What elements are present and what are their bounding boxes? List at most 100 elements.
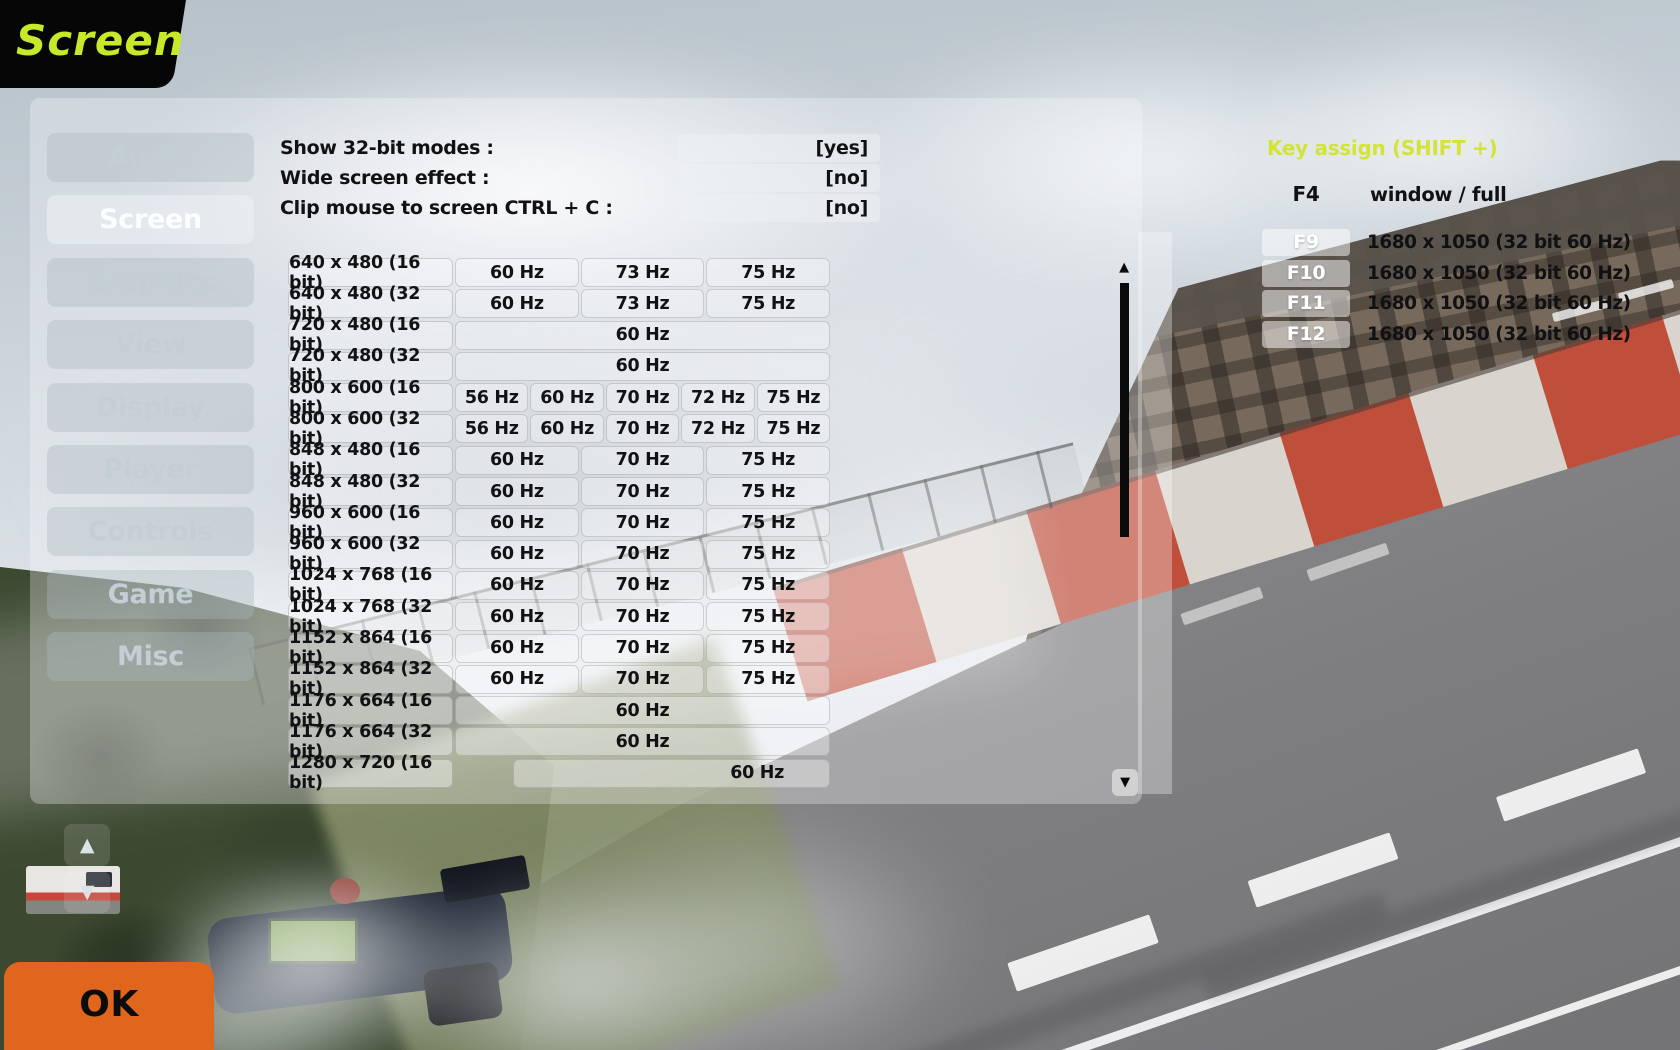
scroll-up-icon[interactable]: ▲: [1119, 259, 1129, 275]
sidebar-item-misc[interactable]: Misc: [47, 632, 254, 682]
setting-value-clip-mouse[interactable]: [no]: [677, 194, 880, 222]
refresh-rate-option[interactable]: 60 Hz: [455, 258, 579, 287]
refresh-rate-option[interactable]: 75 Hz: [706, 289, 831, 319]
resolution-label[interactable]: 1176 x 664 (16 bit): [288, 691, 453, 731]
fkey-resolution: 1680 x 1050 (32 bit 60 Hz): [1367, 323, 1631, 345]
ok-button[interactable]: OK: [4, 962, 214, 1050]
page-down-icon[interactable]: ▼: [64, 871, 110, 913]
refresh-rate-option[interactable]: 60 Hz: [455, 351, 830, 381]
key-binding-row-f12: F12 1680 x 1050 (32 bit 60 Hz): [1262, 320, 1642, 348]
sidebar-item-controls[interactable]: Controls: [47, 507, 254, 557]
refresh-rate-option[interactable]: 60 Hz: [455, 664, 579, 694]
resolution-row: 720 x 480 (16 bit) 60 Hz: [288, 315, 830, 355]
page-up-icon[interactable]: ▲: [64, 824, 110, 866]
refresh-rate-option[interactable]: 73 Hz: [580, 258, 705, 287]
sidebar-item-audio[interactable]: Audio: [47, 133, 254, 182]
refresh-rate-option[interactable]: 60 Hz: [455, 633, 579, 663]
fkey-resolution: 1680 x 1050 (32 bit 60 Hz): [1367, 232, 1631, 253]
refresh-rate-option[interactable]: 60 Hz: [455, 289, 579, 319]
resolution-label[interactable]: 800 x 600 (16 bit): [288, 378, 453, 418]
setting-label: Wide screen effect :: [280, 167, 490, 189]
scrollbar-thumb[interactable]: [1120, 283, 1129, 537]
fkey-button-f9[interactable]: F9: [1262, 229, 1350, 256]
resolution-label[interactable]: 800 x 600 (32 bit): [288, 409, 453, 449]
sidebar-item-view[interactable]: View: [47, 320, 254, 370]
refresh-rate-option[interactable]: 75 Hz: [756, 383, 831, 413]
refresh-rate-option[interactable]: 75 Hz: [706, 633, 831, 663]
refresh-rates: 60 Hz 70 Hz 75 Hz: [455, 508, 831, 538]
resolution-row: 800 x 600 (32 bit) 56 Hz 60 Hz 70 Hz 72 Hz 75…: [288, 409, 831, 449]
setting-value-wide-screen[interactable]: [no]: [677, 164, 880, 192]
refresh-rate-option[interactable]: 70 Hz: [580, 539, 705, 569]
sidebar-item-graphics[interactable]: Graphics: [47, 257, 254, 307]
refresh-rate-option[interactable]: 56 Hz: [455, 383, 529, 413]
resolution-row: 848 x 480 (32 bit) 60 Hz 70 Hz 75 Hz: [288, 472, 831, 512]
refresh-rate-option[interactable]: 70 Hz: [580, 477, 705, 507]
resolution-label[interactable]: 848 x 480 (32 bit): [288, 472, 453, 512]
refresh-rate-option[interactable]: 70 Hz: [580, 445, 705, 475]
refresh-rate-option[interactable]: 60 Hz: [455, 602, 579, 632]
resolution-label[interactable]: 960 x 600 (16 bit): [288, 503, 453, 543]
refresh-rate-option[interactable]: 75 Hz: [706, 664, 831, 694]
resolution-label[interactable]: 640 x 480 (32 bit): [288, 284, 453, 324]
fkey-button-f11[interactable]: F11: [1262, 290, 1350, 317]
refresh-rate-option[interactable]: 75 Hz: [706, 602, 831, 632]
resolution-label[interactable]: 1152 x 864 (16 bit): [288, 628, 453, 668]
refresh-rate-option[interactable]: 60 Hz: [455, 320, 830, 350]
refresh-rate-option[interactable]: 60 Hz: [455, 508, 579, 538]
refresh-rate-option[interactable]: 72 Hz: [681, 414, 755, 444]
refresh-rate-option[interactable]: 60 Hz: [513, 758, 830, 788]
resolution-label[interactable]: 848 x 480 (16 bit): [288, 440, 453, 480]
refresh-rate-option[interactable]: 60 Hz: [455, 727, 830, 757]
refresh-rate-option[interactable]: 75 Hz: [706, 258, 831, 287]
refresh-rate-option[interactable]: 70 Hz: [580, 570, 705, 600]
scroll-down-icon[interactable]: ▼: [1112, 769, 1138, 796]
setting-value-show-32bit[interactable]: [yes]: [677, 134, 880, 162]
resolution-row: 960 x 600 (32 bit) 60 Hz 70 Hz 75 Hz: [288, 534, 831, 574]
refresh-rate-option[interactable]: 75 Hz: [706, 477, 831, 507]
refresh-rate-option[interactable]: 70 Hz: [605, 383, 680, 413]
resolution-label[interactable]: 1024 x 768 (32 bit): [288, 597, 453, 637]
refresh-rates: 60 Hz 73 Hz 75 Hz: [455, 258, 831, 287]
refresh-rate-option[interactable]: 70 Hz: [580, 664, 705, 694]
sidebar-item-game[interactable]: Game: [47, 569, 254, 619]
panel-edge-strip: [1138, 232, 1172, 794]
refresh-rate-option[interactable]: 75 Hz: [706, 445, 831, 475]
resolution-label[interactable]: 720 x 480 (16 bit): [288, 315, 453, 355]
fkey-button-f10[interactable]: F10: [1262, 259, 1350, 287]
fkey-action-f4: window / full: [1370, 183, 1507, 206]
refresh-rate-option[interactable]: 73 Hz: [580, 289, 705, 319]
resolution-label[interactable]: 960 x 600 (32 bit): [288, 534, 453, 574]
refresh-rate-option[interactable]: 60 Hz: [530, 383, 604, 413]
refresh-rate-option[interactable]: 60 Hz: [455, 445, 579, 475]
resolution-label[interactable]: 1280 x 720 (16 bit): [288, 753, 453, 793]
refresh-rate-option[interactable]: 75 Hz: [706, 539, 831, 569]
resolution-label[interactable]: 1024 x 768 (16 bit): [288, 565, 453, 605]
refresh-rate-option[interactable]: 60 Hz: [455, 570, 579, 600]
refresh-rate-option[interactable]: 75 Hz: [706, 508, 831, 538]
refresh-rates: 60 Hz: [455, 320, 830, 350]
refresh-rate-option[interactable]: 75 Hz: [756, 414, 831, 444]
refresh-rate-option[interactable]: 60 Hz: [455, 477, 579, 507]
refresh-rate-option[interactable]: 60 Hz: [455, 696, 830, 726]
resolution-label[interactable]: 1152 x 864 (32 bit): [288, 659, 453, 699]
refresh-rate-option[interactable]: 70 Hz: [605, 414, 680, 444]
refresh-rate-option[interactable]: 70 Hz: [580, 602, 705, 632]
resolution-row: 1152 x 864 (16 bit) 60 Hz 70 Hz 75 Hz: [288, 628, 831, 668]
refresh-rates: 60 Hz: [455, 758, 830, 788]
refresh-rate-option[interactable]: 70 Hz: [580, 633, 705, 663]
refresh-rate-option[interactable]: 56 Hz: [455, 414, 529, 444]
refresh-rate-option[interactable]: 60 Hz: [455, 539, 579, 569]
sidebar-item-display[interactable]: Display: [47, 382, 254, 432]
refresh-rate-option[interactable]: 70 Hz: [580, 508, 705, 538]
sidebar-item-screen[interactable]: Screen: [47, 195, 254, 245]
refresh-rate-option[interactable]: 75 Hz: [706, 570, 831, 600]
sidebar-item-player[interactable]: Player: [47, 444, 254, 494]
refresh-rate-option[interactable]: 60 Hz: [530, 414, 604, 444]
fkey-button-f12[interactable]: F12: [1262, 320, 1350, 348]
resolution-label[interactable]: 640 x 480 (16 bit): [288, 253, 453, 293]
resolution-row: 1024 x 768 (16 bit) 60 Hz 70 Hz 75 Hz: [288, 565, 831, 605]
resolution-label[interactable]: 720 x 480 (32 bit): [288, 346, 453, 386]
resolution-label[interactable]: 1176 x 664 (32 bit): [288, 722, 453, 762]
refresh-rate-option[interactable]: 72 Hz: [681, 383, 755, 413]
